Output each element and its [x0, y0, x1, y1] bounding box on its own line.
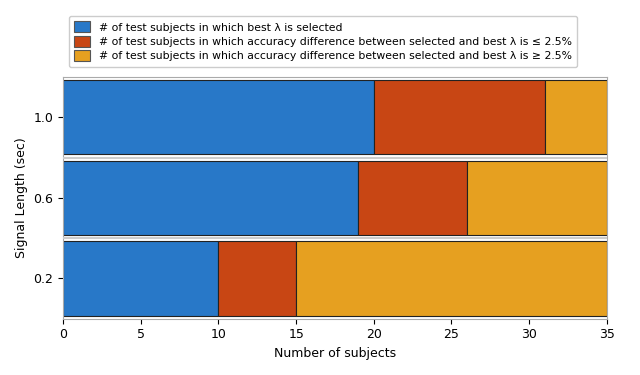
- Legend: # of test subjects in which best λ is selected, # of test subjects in which accu: # of test subjects in which best λ is se…: [68, 16, 577, 67]
- Bar: [467, 161, 607, 235]
- Bar: [63, 161, 358, 235]
- Y-axis label: Signal Length (sec): Signal Length (sec): [15, 138, 28, 258]
- Bar: [374, 80, 545, 154]
- Bar: [296, 242, 607, 315]
- Bar: [218, 242, 296, 315]
- Bar: [63, 242, 218, 315]
- Bar: [545, 80, 607, 154]
- Bar: [358, 161, 467, 235]
- Bar: [63, 80, 374, 154]
- X-axis label: Number of subjects: Number of subjects: [274, 347, 396, 360]
